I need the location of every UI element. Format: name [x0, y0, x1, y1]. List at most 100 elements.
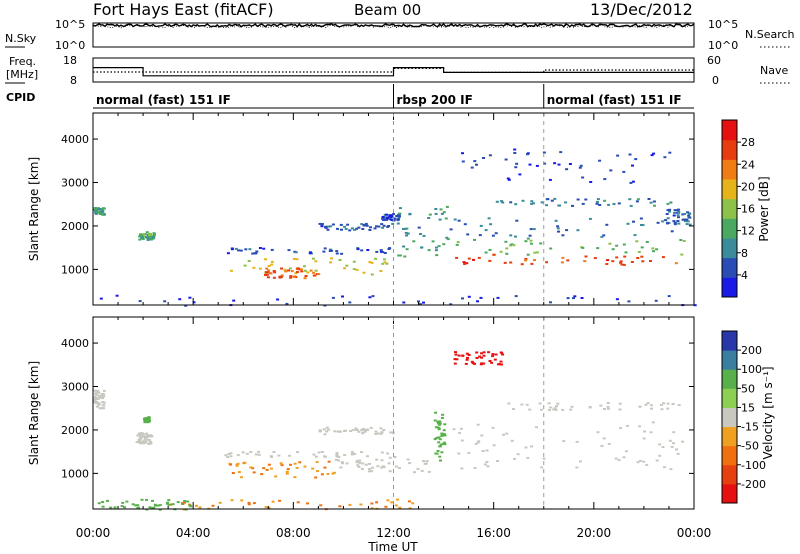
range-gate-cell — [359, 503, 363, 506]
range-gate-cell — [328, 250, 332, 252]
noise-right-tick-top: 10^5 — [708, 18, 738, 31]
velocity-data — [93, 351, 685, 511]
range-gate-cell — [510, 243, 514, 246]
range-gate-cell — [434, 411, 438, 414]
range-gate-cell — [615, 256, 619, 259]
range-gate-cell — [231, 472, 235, 474]
range-gate-cell — [514, 203, 518, 206]
range-gate-cell — [408, 462, 412, 465]
range-gate-cell — [136, 504, 140, 507]
range-gate-cell — [150, 234, 154, 237]
range-gate-cell — [370, 261, 374, 264]
range-gate-cell — [152, 506, 156, 509]
range-gate-cell — [540, 408, 544, 411]
range-gate-cell — [382, 466, 386, 469]
range-gate-cell — [535, 251, 539, 254]
colorbar-cell — [722, 218, 737, 239]
range-gate-cell — [138, 438, 142, 441]
range-gate-cell — [324, 226, 327, 229]
freq-label: Freq. [MHz] — [6, 55, 38, 81]
x-tick-label: 20:00 — [577, 526, 612, 540]
range-gate-cell — [651, 247, 655, 250]
range-gate-cell — [443, 434, 447, 437]
range-gate-cell — [396, 498, 400, 501]
nsky-label: N.Sky — [5, 32, 37, 45]
range-gate-cell — [183, 500, 187, 502]
colorbar-tick-label: 8 — [741, 247, 748, 260]
range-gate-cell — [97, 502, 101, 505]
range-gate-cell — [317, 451, 321, 454]
range-gate-cell — [565, 168, 569, 171]
power-colorbar-label: Power [dB] — [757, 176, 771, 241]
range-gate-cell — [248, 248, 252, 251]
range-gate-cell — [101, 397, 105, 400]
colorbar-cell — [722, 445, 737, 466]
colorbar-cell — [722, 483, 737, 504]
range-gate-cell — [361, 432, 365, 435]
range-gate-cell — [465, 352, 469, 355]
range-gate-cell — [622, 243, 626, 246]
range-gate-cell — [427, 249, 431, 252]
cpid-label: CPID — [6, 91, 35, 104]
range-gate-cell — [382, 224, 386, 227]
range-gate-cell — [676, 452, 680, 455]
range-gate-cell — [499, 360, 503, 363]
range-gate-cell — [672, 431, 676, 434]
cpid-segment-label: normal (fast) 151 IF — [547, 93, 682, 107]
range-gate-cell — [244, 248, 248, 251]
range-gate-cell — [540, 201, 544, 204]
range-gate-cell — [525, 403, 529, 406]
range-gate-cell — [100, 211, 104, 214]
range-gate-cell — [572, 297, 575, 300]
range-gate-cell — [258, 267, 262, 270]
x-tick-label: 08:00 — [276, 526, 311, 540]
range-gate-cell — [583, 260, 587, 263]
range-gate-cell — [371, 466, 375, 469]
range-gate-cell — [548, 178, 552, 181]
range-gate-cell — [454, 353, 458, 356]
range-gate-cell — [361, 427, 365, 430]
range-gate-cell — [686, 211, 690, 214]
range-gate-cell — [629, 181, 633, 184]
range-gate-cell — [482, 157, 485, 159]
range-gate-cell — [518, 173, 522, 176]
scatter-feature — [135, 432, 154, 445]
range-gate-cell — [684, 220, 687, 223]
range-gate-cell — [461, 354, 465, 357]
range-gate-cell — [491, 426, 495, 429]
y-tick-label: 1000 — [61, 467, 89, 480]
range-gate-cell — [589, 181, 593, 183]
range-gate-cell — [482, 362, 486, 365]
range-gate-cell — [556, 227, 560, 230]
range-gate-cell — [403, 227, 407, 230]
range-gate-cell — [404, 231, 408, 234]
range-gate-cell — [230, 248, 234, 251]
range-gate-cell — [598, 159, 602, 162]
range-gate-cell — [300, 270, 304, 273]
range-gate-cell — [230, 499, 234, 502]
range-gate-cell — [637, 251, 641, 253]
range-gate-cell — [441, 413, 445, 416]
range-gate-cell — [306, 271, 310, 274]
range-gate-cell — [658, 443, 662, 446]
range-gate-cell — [431, 240, 435, 243]
range-gate-cell — [596, 198, 600, 201]
freq-line — [93, 66, 694, 77]
range-gate-cell — [264, 271, 268, 274]
range-gate-cell — [533, 251, 537, 254]
range-gate-cell — [346, 223, 350, 226]
range-gate-cell — [237, 249, 241, 252]
range-gate-cell — [373, 227, 377, 230]
range-gate-cell — [137, 432, 141, 435]
range-gate-cell — [635, 200, 639, 203]
range-gate-cell — [386, 217, 390, 220]
colorbar-cell — [722, 407, 737, 428]
range-gate-cell — [547, 402, 551, 405]
range-gate-cell — [266, 276, 270, 279]
range-gate-cell — [318, 222, 322, 225]
range-gate-cell — [688, 212, 692, 215]
range-gate-cell — [93, 401, 97, 404]
range-gate-cell — [93, 395, 97, 398]
range-gate-cell — [226, 456, 230, 459]
range-gate-cell — [294, 276, 298, 279]
